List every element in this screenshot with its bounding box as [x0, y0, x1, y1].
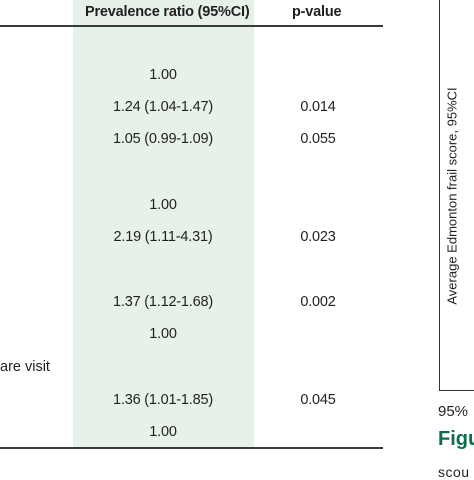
- row-label-fragment: are visit: [0, 359, 50, 375]
- table-cell-pr: 1.37 (1.12-1.68): [113, 294, 213, 310]
- figure-caption-label: Figu: [438, 428, 474, 450]
- table-cell-pr: 1.00: [149, 424, 177, 440]
- table-cell-p: 0.023: [300, 229, 336, 245]
- table-top-rule: [0, 25, 383, 27]
- table-cell-pr: 1.00: [149, 197, 177, 213]
- figure-y-axis-label: Average Edmonton frail score, 95%CI: [444, 87, 460, 305]
- highlighted-column: [73, 0, 254, 448]
- table-cell-pr: 1.05 (0.99-1.09): [113, 131, 213, 147]
- results-table: Prevalence ratio (95%CI) p-value 1.00 1.…: [0, 0, 383, 449]
- table-cell-p: 0.002: [300, 294, 336, 310]
- table-cell-pr: 1.24 (1.04-1.47): [113, 99, 213, 115]
- table-cell-pr: 1.36 (1.01-1.85): [113, 392, 213, 408]
- table-cell-p: 0.014: [300, 99, 336, 115]
- table-cell-pr: 1.00: [149, 67, 177, 83]
- table-cell-pr: 1.00: [149, 326, 177, 342]
- table-cell-p: 0.055: [300, 131, 336, 147]
- header-prevalence-ratio: Prevalence ratio (95%CI): [85, 4, 250, 20]
- figure-below-text: 95%: [438, 403, 469, 420]
- figure-plot-frame: [439, 0, 474, 391]
- table-cell-pr: 2.19 (1.11-4.31): [113, 229, 213, 245]
- table-cell-p: 0.045: [300, 392, 336, 408]
- figure-caption-text: scou: [438, 464, 470, 480]
- header-p-value: p-value: [292, 4, 342, 20]
- table-bottom-rule: [0, 447, 383, 449]
